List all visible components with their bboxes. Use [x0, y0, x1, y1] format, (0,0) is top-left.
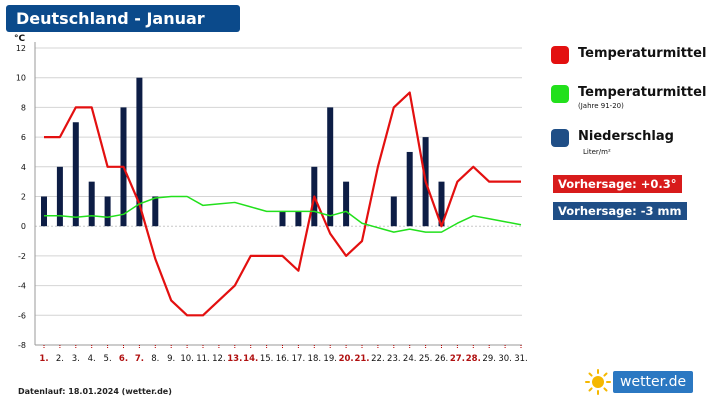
precipitation-bar — [343, 181, 350, 227]
precipitation-bar — [88, 181, 95, 227]
y-tick-label: 2 — [21, 193, 26, 202]
brand-logo[interactable]: wetter.de — [585, 369, 694, 395]
x-axis: 1. 2. 3. 4. 5. 6. 7. 8. 9. 10. 11. 12. 13. 14. 15. 16. 1… — [35, 344, 528, 364]
x-tick-label: 27. — [450, 354, 465, 364]
precipitation-bar — [406, 151, 413, 227]
y-tick-label: 12 — [16, 44, 26, 53]
temperature-line — [44, 91, 521, 317]
legend-label-normal: Temperaturmittel — [578, 85, 707, 100]
x-tick-label: 18. — [308, 354, 322, 364]
x-tick-label: 9. — [167, 354, 175, 364]
brand-wordmark: wetter.de — [613, 371, 694, 393]
legend-note-normal: (Jahre 91-20) — [578, 102, 624, 110]
x-tick-label: 28. — [466, 354, 481, 364]
x-tick-label: 24. — [403, 354, 417, 364]
precipitation-bar — [72, 122, 79, 227]
x-tick-label: 1. — [39, 354, 48, 364]
legend-swatch-precipitation — [551, 129, 569, 147]
x-tick-label: 19. — [323, 354, 337, 364]
normal-temperature-line — [44, 195, 522, 233]
y-tick-label: 8 — [21, 103, 26, 112]
y-axis-label: °C — [14, 34, 26, 44]
legend-label-temperature: Temperaturmittel — [578, 46, 707, 61]
legend-temperature: Temperaturmittel — [551, 45, 706, 64]
precipitation-bar — [104, 196, 111, 227]
forecast-temperature-badge: Vorhersage: +0.3° — [553, 175, 682, 193]
x-tick-label: 8. — [151, 354, 159, 364]
x-tick-label: 11. — [196, 354, 210, 364]
precipitation-bar — [279, 211, 286, 227]
legend-unit-precipitation: Liter/m² — [583, 148, 611, 156]
x-tick-label: 4. — [88, 354, 96, 364]
x-tick-label: 7. — [135, 354, 144, 364]
y-tick-label: -6 — [18, 311, 26, 320]
y-tick-label: -4 — [18, 282, 26, 291]
temperature-lines — [44, 91, 522, 317]
x-tick-label: 21. — [354, 354, 369, 364]
x-tick-label: 14. — [243, 354, 258, 364]
legend-label-precipitation: Niederschlag — [578, 129, 674, 144]
x-tick-label: 25. — [419, 354, 433, 364]
x-tick-label: 20. — [339, 354, 354, 364]
x-tick-label: 10. — [180, 354, 194, 364]
precipitation-bar — [41, 196, 47, 227]
x-tick-label: 29. — [482, 354, 496, 364]
x-tick-label: 3. — [72, 354, 80, 364]
precipitation-bar — [295, 211, 302, 227]
chart-grid — [34, 42, 522, 346]
precipitation-bar — [438, 181, 445, 227]
precipitation-bar — [152, 196, 159, 227]
y-tick-label: -2 — [18, 252, 26, 261]
legend-swatch-normal — [551, 85, 569, 103]
precipitation-bar — [136, 77, 143, 227]
data-run-note: Datenlauf: 18.01.2024 (wetter.de) — [18, 387, 172, 396]
x-tick-label: 13. — [227, 354, 242, 364]
y-tick-label: 10 — [16, 74, 26, 83]
x-tick-label: 30. — [498, 354, 512, 364]
legend-swatch-temperature — [551, 46, 569, 64]
x-tick-label: 12. — [212, 354, 226, 364]
precipitation-bar — [327, 107, 334, 227]
sun-icon — [585, 369, 611, 395]
legend-precipitation: Niederschlag Liter/m² — [551, 128, 674, 157]
x-tick-label: 31. — [514, 354, 528, 364]
y-tick-label: 6 — [21, 133, 26, 142]
x-tick-label: 17. — [292, 354, 306, 364]
x-tick-label: 23. — [387, 354, 401, 364]
x-tick-label: 5. — [104, 354, 112, 364]
forecast-precipitation-badge: Vorhersage: -3 mm — [553, 202, 687, 220]
y-tick-label: 0 — [21, 222, 26, 231]
x-tick-label: 26. — [435, 354, 449, 364]
legend-normal-temperature: Temperaturmittel (Jahre 91-20) — [551, 84, 706, 111]
y-axis: -8 -6 -4 -2 0 2 4 6 8 10 12 — [16, 44, 26, 350]
chart-title: Deutschland - Januar — [6, 5, 240, 32]
x-tick-label: 22. — [371, 354, 385, 364]
x-tick-label: 6. — [119, 354, 128, 364]
x-tick-label: 16. — [276, 354, 290, 364]
precipitation-bar — [56, 166, 63, 227]
y-tick-label: 4 — [21, 163, 26, 172]
precipitation-bar — [390, 196, 397, 227]
x-tick-label: 15. — [260, 354, 274, 364]
y-tick-label: -8 — [18, 341, 26, 350]
x-tick-label: 2. — [56, 354, 64, 364]
